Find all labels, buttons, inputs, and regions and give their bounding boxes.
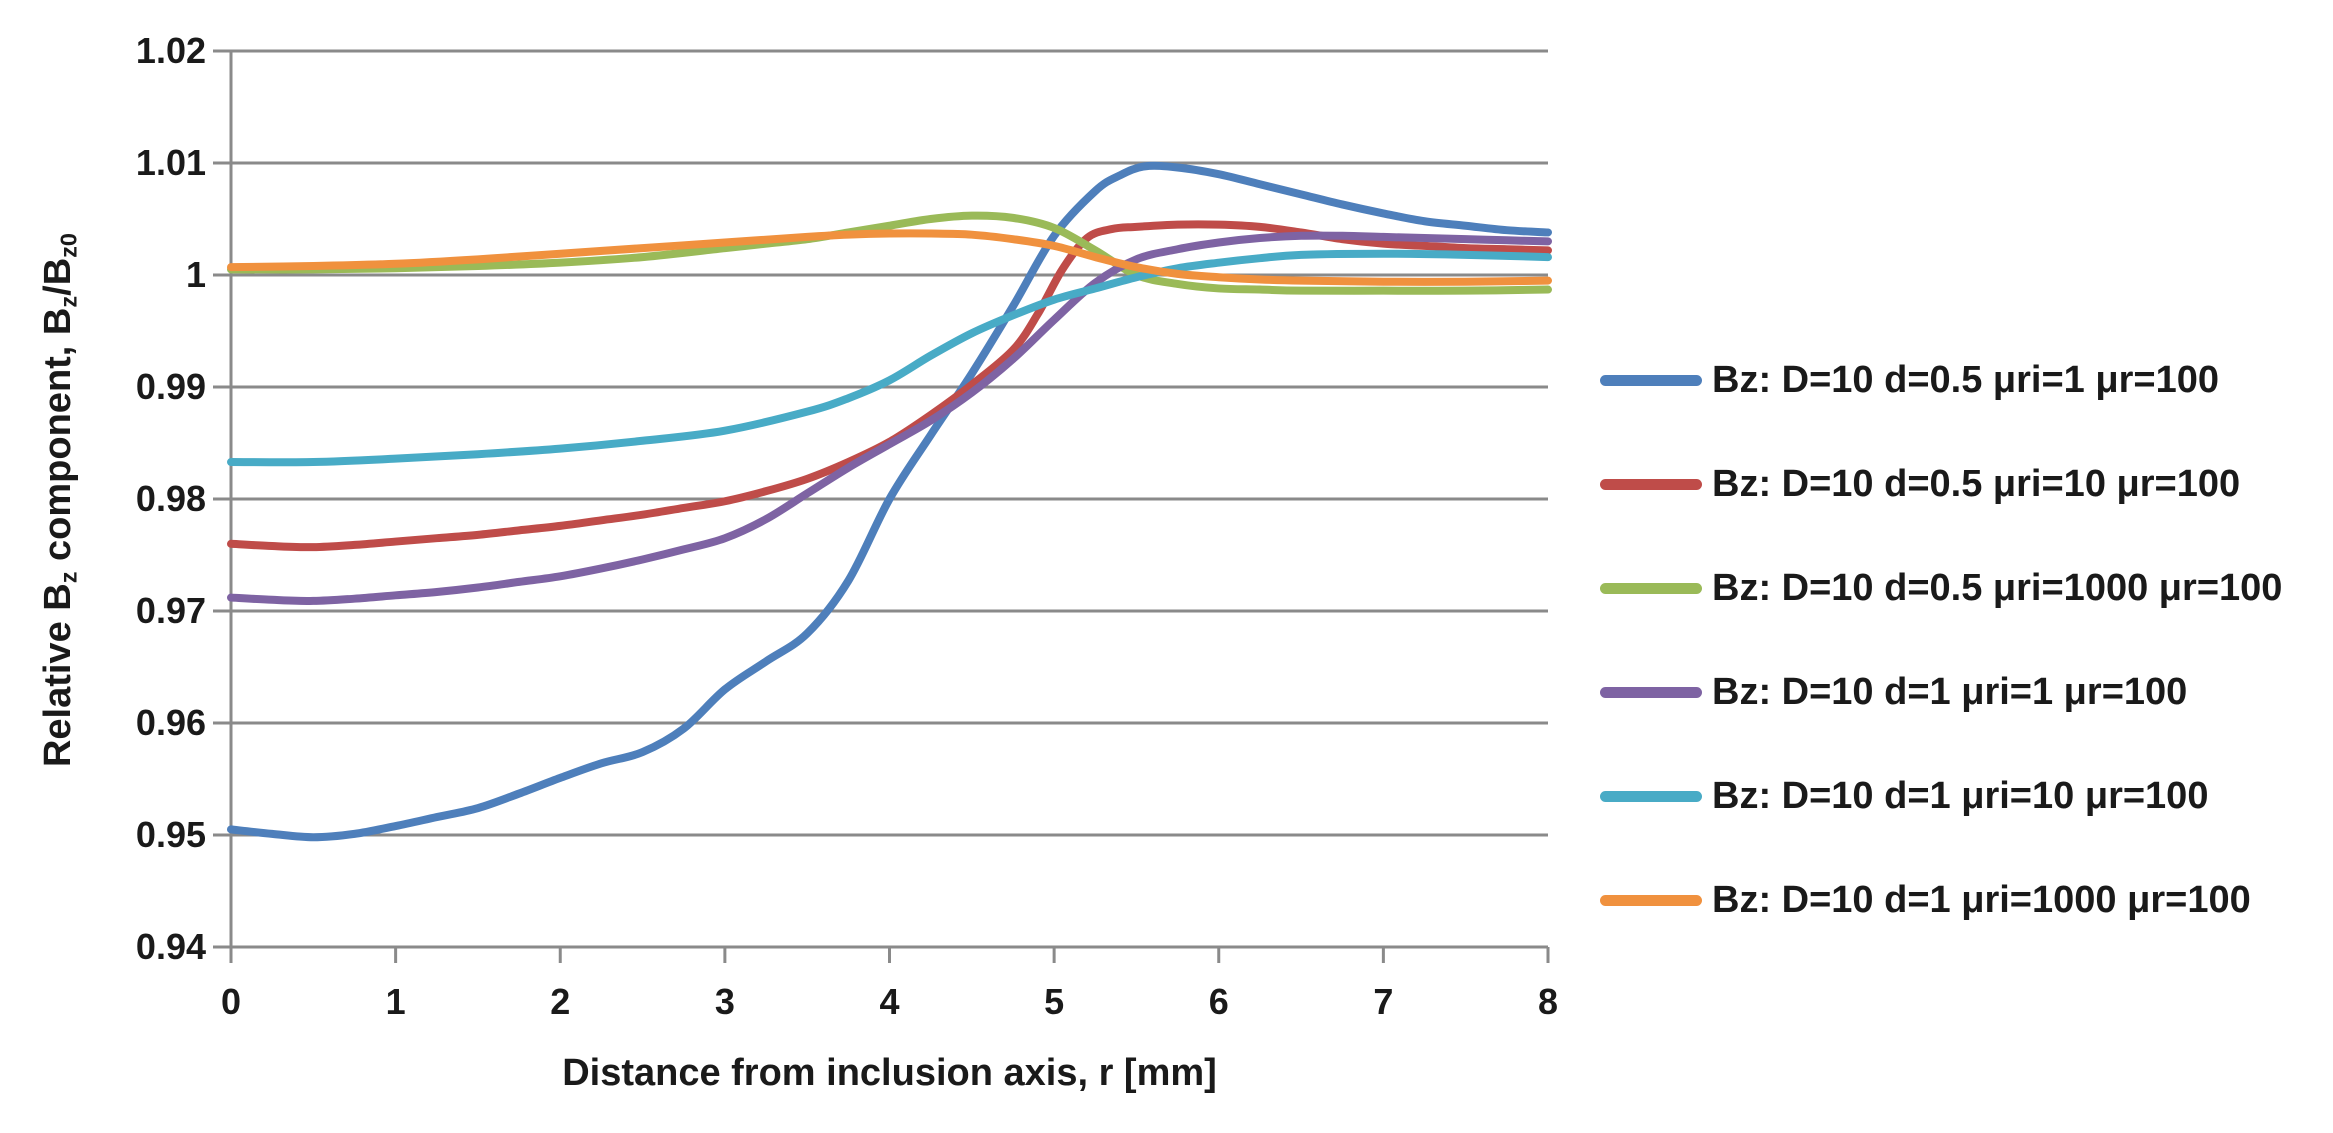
series-line-2 [227,211,1552,295]
y-tick-label: 1 [185,254,206,295]
legend-line-swatch [1600,686,1702,698]
x-tick-label: 1 [385,981,406,1022]
legend-label: Bz: D=10 d=1 μri=10 μr=100 [1712,775,2209,817]
series-line-0 [227,161,1552,842]
x-tick-label: 3 [714,981,735,1022]
y-axis-title-sub: z [55,295,82,308]
y-axis-title-sub: z [55,571,82,584]
y-tick-label: 0.96 [135,702,206,743]
y-tick-label: 0.95 [135,814,206,855]
series-line-4 [227,249,1552,467]
y-tick-label: 0.97 [135,590,206,631]
y-tick-label: 1.01 [135,142,206,183]
y-axis-title-text: component, B [37,307,79,572]
legend-line-swatch [1600,374,1702,386]
y-axis-title-text: /B [37,257,79,296]
y-tick-label: 1.02 [135,30,206,71]
x-tick-label: 6 [1208,981,1229,1022]
x-tick-label: 4 [879,981,900,1022]
legend-line-swatch [1600,790,1702,802]
y-tick-label: 0.99 [135,366,206,407]
x-tick-label: 5 [1044,981,1065,1022]
x-axis-title: Distance from inclusion axis, r [mm] [562,1052,1217,1094]
legend-item: Bz: D=10 d=1 μri=10 μr=100 [1600,770,2208,822]
legend-label: Bz: D=10 d=0.5 μri=10 μr=100 [1712,463,2241,505]
x-tick-label: 8 [1537,981,1559,1022]
legend-line-swatch [1600,582,1702,594]
x-tick-label: 7 [1373,981,1394,1022]
legend-line-swatch [1600,894,1702,906]
y-axis-title: Relative Bz component, Bz/Bz0 [32,50,84,950]
legend-item: Bz: D=10 d=1 μri=1000 μr=100 [1600,874,2251,926]
y-tick-label: 0.94 [135,926,206,967]
y-tick-label: 0.98 [135,478,206,519]
legend-item: Bz: D=10 d=0.5 μri=1 μr=100 [1600,354,2219,406]
x-tick-label: 0 [220,981,242,1022]
series-line-5 [227,229,1552,286]
legend-item: Bz: D=10 d=1 μri=1 μr=100 [1600,666,2187,718]
y-axis-title-sub: z0 [55,232,82,258]
series-line-3 [227,231,1552,605]
x-tick-label: 2 [550,981,571,1022]
legend-line-swatch [1600,478,1702,490]
legend-label: Bz: D=10 d=1 μri=1000 μr=100 [1712,879,2251,921]
legend-item: Bz: D=10 d=0.5 μri=1000 μr=100 [1600,562,2282,614]
legend-label: Bz: D=10 d=0.5 μri=1000 μr=100 [1712,567,2283,609]
legend-item: Bz: D=10 d=0.5 μri=10 μr=100 [1600,458,2240,510]
legend-label: Bz: D=10 d=1 μri=1 μr=100 [1712,671,2188,713]
y-axis-title-text: Relative B [37,583,79,768]
legend-label: Bz: D=10 d=0.5 μri=1 μr=100 [1712,359,2220,401]
